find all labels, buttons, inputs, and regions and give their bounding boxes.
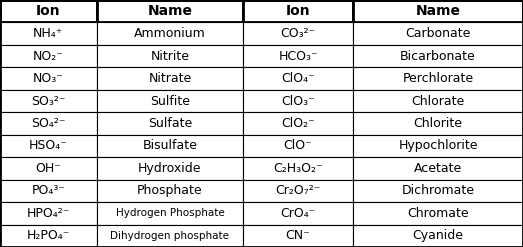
Text: Bisulfate: Bisulfate [143, 140, 197, 152]
Text: SO₃²⁻: SO₃²⁻ [31, 95, 65, 107]
Bar [243, 67, 353, 90]
Text: Perchlorate: Perchlorate [403, 72, 473, 85]
Text: Name: Name [147, 4, 192, 18]
Bar [97, 67, 243, 90]
Text: Ammonium: Ammonium [134, 27, 206, 40]
Bar [353, 135, 523, 157]
Text: Chlorite: Chlorite [414, 117, 462, 130]
Text: CrO₄⁻: CrO₄⁻ [280, 207, 316, 220]
Bar [0, 157, 97, 180]
Text: Acetate: Acetate [414, 162, 462, 175]
Text: CO₃²⁻: CO₃²⁻ [280, 27, 316, 40]
Bar [97, 180, 243, 202]
Text: C₂H₃O₂⁻: C₂H₃O₂⁻ [274, 162, 323, 175]
Text: Dihydrogen phosphate: Dihydrogen phosphate [110, 231, 230, 241]
Text: Ion: Ion [286, 4, 311, 18]
Bar [353, 157, 523, 180]
Text: ClO₃⁻: ClO₃⁻ [281, 95, 315, 107]
Text: Cyanide: Cyanide [413, 229, 463, 242]
Text: ClO⁻: ClO⁻ [284, 140, 312, 152]
Bar [0, 90, 97, 112]
Bar [353, 22, 523, 45]
Bar [243, 22, 353, 45]
Bar [353, 180, 523, 202]
Bar [0, 67, 97, 90]
Text: NO₃⁻: NO₃⁻ [33, 72, 64, 85]
Text: Hypochlorite: Hypochlorite [398, 140, 478, 152]
Text: H₂PO₄⁻: H₂PO₄⁻ [27, 229, 70, 242]
Text: HCO₃⁻: HCO₃⁻ [278, 50, 318, 63]
Text: Name: Name [415, 4, 461, 18]
Text: Nitrite: Nitrite [151, 50, 189, 63]
Text: PO₄³⁻: PO₄³⁻ [31, 184, 65, 197]
Text: Cr₂O₇²⁻: Cr₂O₇²⁻ [276, 184, 321, 197]
Bar [243, 90, 353, 112]
Bar [0, 22, 97, 45]
Text: NH₄⁺: NH₄⁺ [33, 27, 64, 40]
Bar [353, 45, 523, 67]
Bar [243, 180, 353, 202]
Text: Chlorate: Chlorate [412, 95, 464, 107]
Text: OH⁻: OH⁻ [36, 162, 61, 175]
Bar [97, 225, 243, 247]
Text: HSO₄⁻: HSO₄⁻ [29, 140, 68, 152]
Text: Nitrate: Nitrate [149, 72, 191, 85]
Bar [353, 112, 523, 135]
Bar [0, 180, 97, 202]
Text: HPO₄²⁻: HPO₄²⁻ [27, 207, 70, 220]
Bar [0, 45, 97, 67]
Text: ClO₄⁻: ClO₄⁻ [281, 72, 315, 85]
Bar [97, 45, 243, 67]
Bar [0, 135, 97, 157]
Bar [243, 0, 353, 22]
Bar [0, 112, 97, 135]
Bar [97, 90, 243, 112]
Bar [97, 202, 243, 225]
Bar [97, 157, 243, 180]
Bar [353, 225, 523, 247]
Bar [97, 0, 243, 22]
Text: Phosphate: Phosphate [137, 184, 203, 197]
Text: Sulfate: Sulfate [148, 117, 192, 130]
Text: Dichromate: Dichromate [402, 184, 474, 197]
Bar [0, 202, 97, 225]
Text: SO₄²⁻: SO₄²⁻ [31, 117, 65, 130]
Bar [243, 157, 353, 180]
Bar [243, 112, 353, 135]
Text: Hydroxide: Hydroxide [138, 162, 202, 175]
Text: Carbonate: Carbonate [405, 27, 471, 40]
Text: NO₂⁻: NO₂⁻ [33, 50, 64, 63]
Bar [353, 0, 523, 22]
Text: Ion: Ion [36, 4, 61, 18]
Bar [353, 90, 523, 112]
Bar [353, 67, 523, 90]
Text: Chromate: Chromate [407, 207, 469, 220]
Bar [0, 0, 97, 22]
Text: Hydrogen Phosphate: Hydrogen Phosphate [116, 208, 224, 218]
Bar [97, 22, 243, 45]
Text: Sulfite: Sulfite [150, 95, 190, 107]
Text: Bicarbonate: Bicarbonate [400, 50, 476, 63]
Bar [243, 135, 353, 157]
Text: ClO₂⁻: ClO₂⁻ [281, 117, 315, 130]
Bar [353, 202, 523, 225]
Text: CN⁻: CN⁻ [286, 229, 311, 242]
Bar [243, 45, 353, 67]
Bar [243, 225, 353, 247]
Bar [97, 135, 243, 157]
Bar [97, 112, 243, 135]
Bar [0, 225, 97, 247]
Bar [243, 202, 353, 225]
